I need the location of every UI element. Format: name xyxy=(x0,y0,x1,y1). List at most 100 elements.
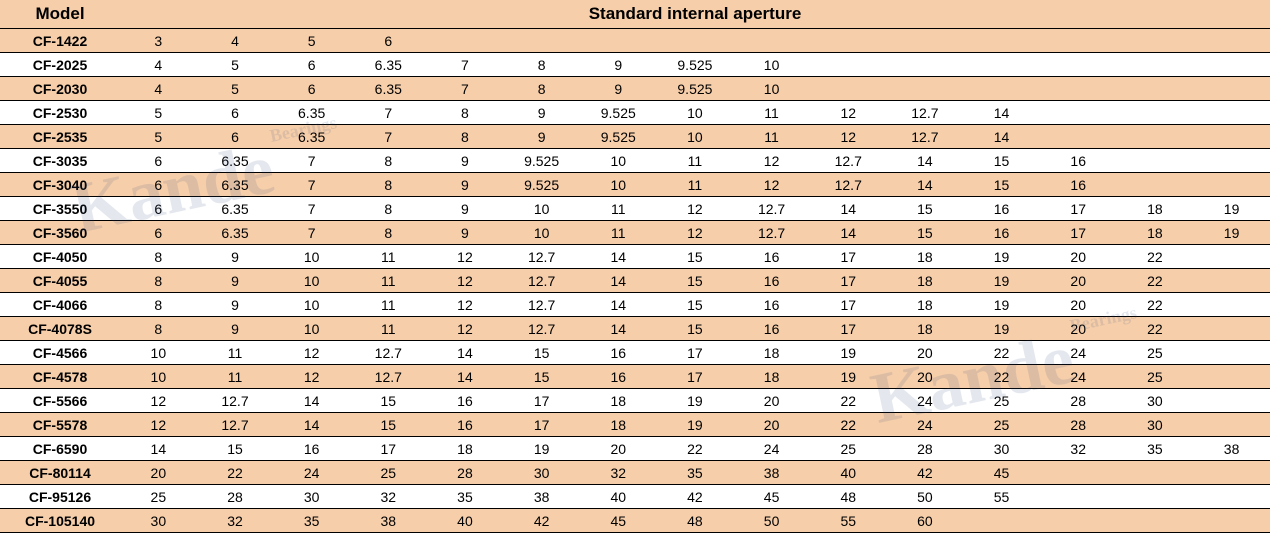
value-cell: 20 xyxy=(1040,317,1117,341)
value-cell: 12 xyxy=(810,101,887,125)
value-cell xyxy=(1193,509,1270,533)
value-cell: 20 xyxy=(1040,245,1117,269)
value-cell: 19 xyxy=(1193,221,1270,245)
value-cell: 4 xyxy=(120,53,197,77)
table-row: CF-40668910111212.71415161718192022 xyxy=(0,293,1270,317)
value-cell: 15 xyxy=(963,173,1040,197)
header-model: Model xyxy=(0,0,120,29)
value-cell: 12.7 xyxy=(197,389,274,413)
value-cell: 9 xyxy=(580,77,657,101)
value-cell: 12.7 xyxy=(197,413,274,437)
value-cell: 10 xyxy=(273,293,350,317)
value-cell: 25 xyxy=(1117,365,1194,389)
value-cell: 25 xyxy=(1117,341,1194,365)
value-cell: 9 xyxy=(197,269,274,293)
model-cell: CF-4078S xyxy=(0,317,120,341)
value-cell: 10 xyxy=(657,125,734,149)
value-cell: 5 xyxy=(120,101,197,125)
value-cell: 55 xyxy=(810,509,887,533)
value-cell: 30 xyxy=(503,461,580,485)
value-cell: 15 xyxy=(887,197,964,221)
value-cell: 10 xyxy=(503,197,580,221)
model-cell: CF-3550 xyxy=(0,197,120,221)
value-cell xyxy=(887,77,964,101)
value-cell: 9.525 xyxy=(657,53,734,77)
value-cell: 35 xyxy=(657,461,734,485)
value-cell xyxy=(503,29,580,53)
value-cell: 12.7 xyxy=(350,365,427,389)
value-cell xyxy=(1040,125,1117,149)
value-cell: 50 xyxy=(733,509,810,533)
value-cell: 14 xyxy=(963,101,1040,125)
value-cell: 7 xyxy=(273,173,350,197)
value-cell xyxy=(963,29,1040,53)
value-cell: 30 xyxy=(273,485,350,509)
value-cell xyxy=(1193,29,1270,53)
value-cell: 7 xyxy=(350,101,427,125)
value-cell: 22 xyxy=(810,389,887,413)
value-cell: 9 xyxy=(427,197,504,221)
value-cell: 12.7 xyxy=(503,245,580,269)
value-cell xyxy=(1117,29,1194,53)
value-cell: 14 xyxy=(427,365,504,389)
value-cell: 6.35 xyxy=(197,221,274,245)
value-cell: 25 xyxy=(350,461,427,485)
value-cell: 35 xyxy=(1117,437,1194,461)
table-row: CF-20304566.357899.52510 xyxy=(0,77,1270,101)
table-container: KandeBearingsKandeBearings Model Standar… xyxy=(0,0,1270,533)
value-cell: 9 xyxy=(197,317,274,341)
value-cell: 15 xyxy=(657,269,734,293)
value-cell: 38 xyxy=(350,509,427,533)
value-cell: 12.7 xyxy=(810,173,887,197)
value-cell: 38 xyxy=(733,461,810,485)
table-row: CF-457810111212.714151617181920222425 xyxy=(0,365,1270,389)
value-cell: 19 xyxy=(657,389,734,413)
value-cell: 9 xyxy=(427,221,504,245)
value-cell xyxy=(427,29,504,53)
aperture-table: Model Standard internal aperture CF-1422… xyxy=(0,0,1270,533)
value-cell xyxy=(1040,77,1117,101)
value-cell: 18 xyxy=(887,245,964,269)
value-cell: 9 xyxy=(503,101,580,125)
value-cell: 9.525 xyxy=(657,77,734,101)
value-cell: 17 xyxy=(350,437,427,461)
value-cell: 14 xyxy=(887,173,964,197)
value-cell: 60 xyxy=(887,509,964,533)
model-cell: CF-1422 xyxy=(0,29,120,53)
value-cell xyxy=(1117,485,1194,509)
value-cell: 14 xyxy=(427,341,504,365)
value-cell: 14 xyxy=(580,269,657,293)
value-cell: 18 xyxy=(1117,221,1194,245)
value-cell: 20 xyxy=(1040,293,1117,317)
model-cell: CF-2535 xyxy=(0,125,120,149)
value-cell: 12.7 xyxy=(503,317,580,341)
value-cell: 17 xyxy=(503,413,580,437)
value-cell: 17 xyxy=(1040,221,1117,245)
value-cell: 5 xyxy=(197,77,274,101)
value-cell: 15 xyxy=(503,365,580,389)
value-cell: 6.35 xyxy=(197,149,274,173)
table-row: CF-2530566.357899.52510111212.714 xyxy=(0,101,1270,125)
value-cell: 24 xyxy=(887,413,964,437)
value-cell: 11 xyxy=(350,245,427,269)
value-cell: 6 xyxy=(197,125,274,149)
value-cell: 16 xyxy=(733,245,810,269)
value-cell: 28 xyxy=(1040,389,1117,413)
value-cell: 15 xyxy=(503,341,580,365)
value-cell: 25 xyxy=(120,485,197,509)
value-cell: 10 xyxy=(503,221,580,245)
value-cell: 22 xyxy=(963,341,1040,365)
value-cell: 12.7 xyxy=(503,269,580,293)
table-row: CF-355066.3578910111212.7141516171819 xyxy=(0,197,1270,221)
value-cell: 11 xyxy=(197,365,274,389)
value-cell: 12.7 xyxy=(887,125,964,149)
value-cell: 42 xyxy=(887,461,964,485)
value-cell: 9 xyxy=(427,149,504,173)
value-cell: 10 xyxy=(273,317,350,341)
value-cell: 7 xyxy=(427,77,504,101)
model-cell: CF-80114 xyxy=(0,461,120,485)
value-cell: 16 xyxy=(963,221,1040,245)
value-cell: 22 xyxy=(1117,269,1194,293)
value-cell: 8 xyxy=(427,101,504,125)
table-row: CF-1051403032353840424548505560 xyxy=(0,509,1270,533)
